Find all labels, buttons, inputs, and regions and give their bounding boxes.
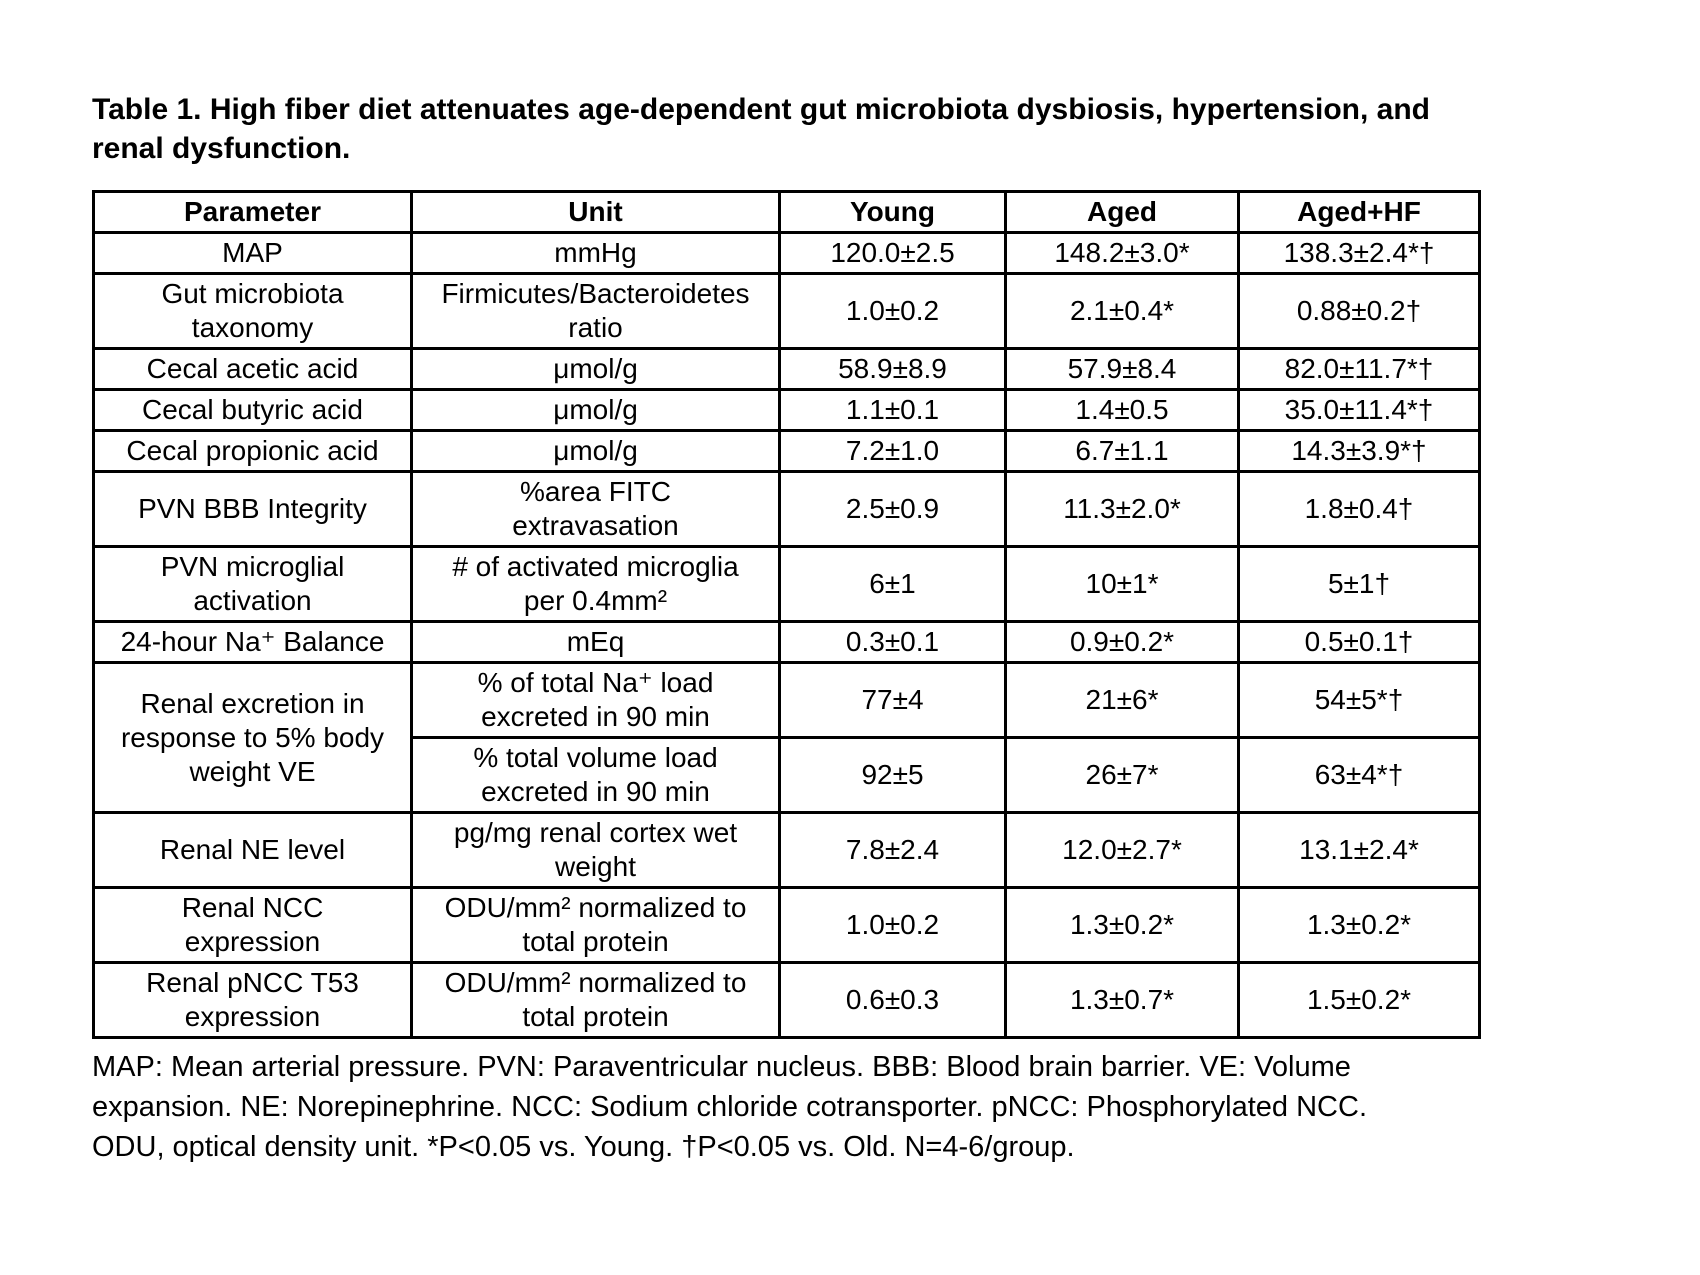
aged-cell: 12.0±2.7* xyxy=(1004,811,1240,889)
aged-cell: 6.7±1.1 xyxy=(1004,429,1240,473)
aged-hf-cell: 0.5±0.1† xyxy=(1237,620,1481,664)
table-row: % total volume load excreted in 90 min 9… xyxy=(94,736,1481,814)
table-row: Gut microbiota taxonomy Firmicutes/Bacte… xyxy=(92,272,1481,350)
table-row: Renal excretion in response to 5% body w… xyxy=(92,661,1481,814)
young-cell: 1.1±0.1 xyxy=(778,388,1007,432)
aged-hf-cell: 1.3±0.2* xyxy=(1237,886,1481,964)
unit-cell: % of total Na⁺ load excreted in 90 min xyxy=(410,661,781,739)
young-cell: 1.0±0.2 xyxy=(778,886,1007,964)
param-cell: PVN microglial activation xyxy=(92,545,413,623)
header-cell-unit: Unit xyxy=(410,190,781,234)
unit-cell: pg/mg renal cortex wet weight xyxy=(410,811,781,889)
young-cell: 77±4 xyxy=(778,661,1007,739)
header-cell-aged-hf: Aged+HF xyxy=(1237,190,1481,234)
param-cell: PVN BBB Integrity xyxy=(92,470,413,548)
aged-hf-cell: 14.3±3.9*† xyxy=(1237,429,1481,473)
results-table: Parameter Unit Young Aged Aged+HF MAP mm… xyxy=(92,190,1481,1039)
table-row: PVN BBB Integrity %area FITC extravasati… xyxy=(92,470,1481,548)
young-cell: 2.5±0.9 xyxy=(778,470,1007,548)
param-cell: Renal pNCC T53 expression xyxy=(92,961,413,1039)
aged-cell: 1.4±0.5 xyxy=(1004,388,1240,432)
unit-cell: mEq xyxy=(410,620,781,664)
young-cell: 0.6±0.3 xyxy=(778,961,1007,1039)
aged-hf-cell: 82.0±11.7*† xyxy=(1237,347,1481,391)
header-cell-parameter: Parameter xyxy=(92,190,413,234)
unit-cell: ODU/mm² normalized to total protein xyxy=(410,886,781,964)
table-title: Table 1. High fiber diet attenuates age-… xyxy=(92,93,1430,165)
aged-cell: 21±6* xyxy=(1004,661,1240,739)
aged-cell: 1.3±0.2* xyxy=(1004,886,1240,964)
aged-hf-cell: 54±5*† xyxy=(1237,661,1481,739)
table-row: Cecal acetic acid μmol/g 58.9±8.9 57.9±8… xyxy=(92,347,1481,391)
param-cell: Cecal acetic acid xyxy=(92,347,413,391)
unit-cell: μmol/g xyxy=(410,388,781,432)
unit-cell: % total volume load excreted in 90 min xyxy=(410,736,781,814)
table-row: Renal NCC expression ODU/mm² normalized … xyxy=(92,886,1481,964)
young-cell: 92±5 xyxy=(778,736,1007,814)
young-cell: 6±1 xyxy=(778,545,1007,623)
table-row: Renal NE level pg/mg renal cortex wet we… xyxy=(92,811,1481,889)
aged-hf-cell: 1.5±0.2* xyxy=(1237,961,1481,1039)
table-row: PVN microglial activation # of activated… xyxy=(92,545,1481,623)
document-content: Table 1. High fiber diet attenuates age-… xyxy=(92,90,1481,1167)
param-cell: MAP xyxy=(92,231,413,275)
young-cell: 1.0±0.2 xyxy=(778,272,1007,350)
aged-cell: 10±1* xyxy=(1004,545,1240,623)
young-cell: 0.3±0.1 xyxy=(778,620,1007,664)
table-footnote: MAP: Mean arterial pressure. PVN: Parave… xyxy=(92,1051,1367,1163)
aged-hf-cell: 63±4*† xyxy=(1237,736,1481,814)
aged-cell: 11.3±2.0* xyxy=(1004,470,1240,548)
aged-hf-cell: 0.88±0.2† xyxy=(1237,272,1481,350)
unit-cell: mmHg xyxy=(410,231,781,275)
young-cell: 7.2±1.0 xyxy=(778,429,1007,473)
unit-cell: # of activated microglia per 0.4mm² xyxy=(410,545,781,623)
unit-cell: μmol/g xyxy=(410,347,781,391)
header-cell-aged: Aged xyxy=(1004,190,1240,234)
table-row: Cecal butyric acid μmol/g 1.1±0.1 1.4±0.… xyxy=(92,388,1481,432)
param-cell: Renal NE level xyxy=(92,811,413,889)
unit-cell: ODU/mm² normalized to total protein xyxy=(410,961,781,1039)
header-cell-young: Young xyxy=(778,190,1007,234)
table-row: 24-hour Na⁺ Balance mEq 0.3±0.1 0.9±0.2*… xyxy=(92,620,1481,664)
aged-hf-cell: 35.0±11.4*† xyxy=(1237,388,1481,432)
unit-cell: %area FITC extravasation xyxy=(410,470,781,548)
young-cell: 7.8±2.4 xyxy=(778,811,1007,889)
aged-cell: 2.1±0.4* xyxy=(1004,272,1240,350)
table-row: Renal pNCC T53 expression ODU/mm² normal… xyxy=(92,961,1481,1039)
young-cell: 120.0±2.5 xyxy=(778,231,1007,275)
table-row: MAP mmHg 120.0±2.5 148.2±3.0* 138.3±2.4*… xyxy=(92,231,1481,275)
aged-cell: 57.9±8.4 xyxy=(1004,347,1240,391)
param-cell: Gut microbiota taxonomy xyxy=(92,272,413,350)
aged-cell: 1.3±0.7* xyxy=(1004,961,1240,1039)
unit-cell: Firmicutes/Bacteroidetes ratio xyxy=(410,272,781,350)
param-cell: Renal excretion in response to 5% body w… xyxy=(92,661,413,814)
aged-cell: 148.2±3.0* xyxy=(1004,231,1240,275)
aged-hf-cell: 1.8±0.4† xyxy=(1237,470,1481,548)
param-cell: Cecal propionic acid xyxy=(92,429,413,473)
aged-cell: 0.9±0.2* xyxy=(1004,620,1240,664)
aged-cell: 26±7* xyxy=(1004,736,1240,814)
young-cell: 58.9±8.9 xyxy=(778,347,1007,391)
aged-hf-cell: 13.1±2.4* xyxy=(1237,811,1481,889)
table-header-row: Parameter Unit Young Aged Aged+HF xyxy=(92,190,1481,234)
param-cell: Cecal butyric acid xyxy=(92,388,413,432)
param-cell: 24-hour Na⁺ Balance xyxy=(92,620,413,664)
unit-cell: μmol/g xyxy=(410,429,781,473)
aged-hf-cell: 138.3±2.4*† xyxy=(1237,231,1481,275)
table-row: Cecal propionic acid μmol/g 7.2±1.0 6.7±… xyxy=(92,429,1481,473)
param-cell: Renal NCC expression xyxy=(92,886,413,964)
aged-hf-cell: 5±1† xyxy=(1237,545,1481,623)
